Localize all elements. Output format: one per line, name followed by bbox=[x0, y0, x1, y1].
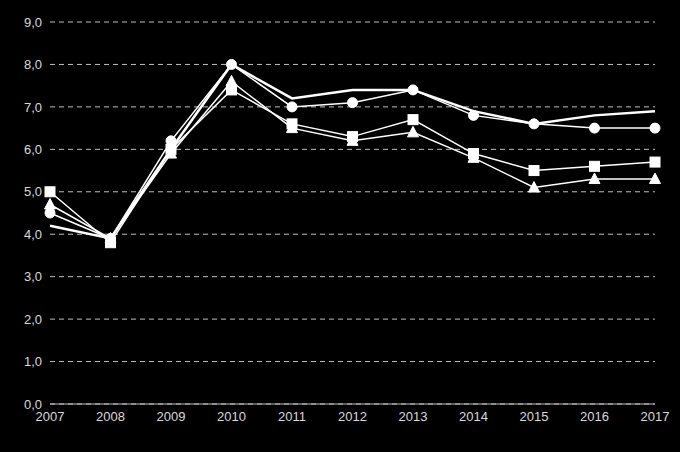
svg-text:3,0: 3,0 bbox=[24, 269, 42, 284]
svg-text:2010: 2010 bbox=[217, 409, 246, 424]
svg-text:6,0: 6,0 bbox=[24, 142, 42, 157]
svg-text:2015: 2015 bbox=[520, 409, 549, 424]
svg-text:2007: 2007 bbox=[35, 409, 65, 425]
svg-text:2013: 2013 bbox=[399, 409, 428, 424]
svg-text:4,0: 4,0 bbox=[24, 227, 42, 242]
svg-text:2009: 2009 bbox=[157, 409, 186, 424]
svg-text:2017: 2017 bbox=[641, 409, 670, 424]
svg-text:2016: 2016 bbox=[580, 409, 609, 424]
svg-text:2014: 2014 bbox=[459, 409, 488, 424]
svg-text:1,0: 1,0 bbox=[24, 354, 42, 369]
svg-text:2,0: 2,0 bbox=[24, 312, 42, 327]
svg-text:2011: 2011 bbox=[278, 409, 306, 424]
svg-text:5,0: 5,0 bbox=[24, 184, 42, 199]
svg-text:0,0: 0,0 bbox=[24, 397, 42, 412]
svg-text:2012: 2012 bbox=[338, 409, 367, 424]
svg-text:7,0: 7,0 bbox=[24, 100, 42, 115]
svg-text:2008: 2008 bbox=[96, 409, 125, 424]
svg-text:9,0: 9,0 bbox=[24, 15, 42, 30]
svg-text:8,0: 8,0 bbox=[24, 57, 42, 72]
